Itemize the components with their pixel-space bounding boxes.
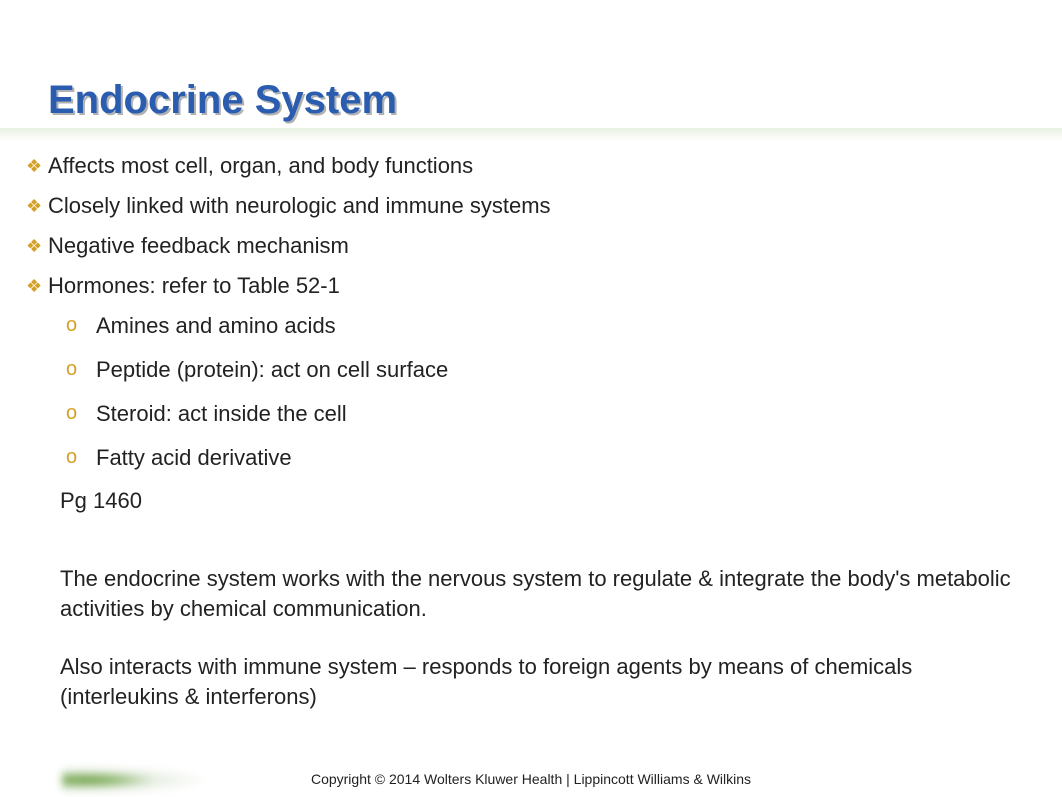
bullet-item: ❖ Closely linked with neurologic and imm… xyxy=(26,192,1036,220)
diamond-icon: ❖ xyxy=(26,192,44,220)
bullet-text: Affects most cell, organ, and body funct… xyxy=(48,152,473,180)
bullet-item: ❖ Affects most cell, organ, and body fun… xyxy=(26,152,1036,180)
sub-bullet-text: Amines and amino acids xyxy=(96,312,336,340)
circle-bullet-icon: o xyxy=(66,356,96,382)
diamond-icon: ❖ xyxy=(26,152,44,180)
sub-bullet-text: Peptide (protein): act on cell surface xyxy=(96,356,448,384)
bullet-item: ❖ Hormones: refer to Table 52-1 xyxy=(26,272,1036,300)
copyright-footer: Copyright © 2014 Wolters Kluwer Health |… xyxy=(0,771,1062,787)
slide-content: ❖ Affects most cell, organ, and body fun… xyxy=(26,152,1036,740)
paragraph-text: Also interacts with immune system – resp… xyxy=(60,652,1036,712)
sub-bullet-item: o Steroid: act inside the cell xyxy=(66,400,1036,428)
sub-bullet-item: o Amines and amino acids xyxy=(66,312,1036,340)
circle-bullet-icon: o xyxy=(66,312,96,338)
sub-bullet-item: o Peptide (protein): act on cell surface xyxy=(66,356,1036,384)
sub-bullet-list: o Amines and amino acids o Peptide (prot… xyxy=(66,312,1036,472)
bullet-text: Hormones: refer to Table 52-1 xyxy=(48,272,340,300)
slide-title: Endocrine System xyxy=(48,78,397,123)
sub-bullet-text: Steroid: act inside the cell xyxy=(96,400,347,428)
circle-bullet-icon: o xyxy=(66,400,96,426)
diamond-icon: ❖ xyxy=(26,272,44,300)
page-reference: Pg 1460 xyxy=(60,488,1036,514)
bullet-item: ❖ Negative feedback mechanism xyxy=(26,232,1036,260)
diamond-icon: ❖ xyxy=(26,232,44,260)
title-divider xyxy=(0,128,1062,142)
bullet-text: Closely linked with neurologic and immun… xyxy=(48,192,551,220)
circle-bullet-icon: o xyxy=(66,444,96,470)
sub-bullet-text: Fatty acid derivative xyxy=(96,444,292,472)
sub-bullet-item: o Fatty acid derivative xyxy=(66,444,1036,472)
paragraph-text: The endocrine system works with the nerv… xyxy=(60,564,1036,624)
bullet-text: Negative feedback mechanism xyxy=(48,232,349,260)
